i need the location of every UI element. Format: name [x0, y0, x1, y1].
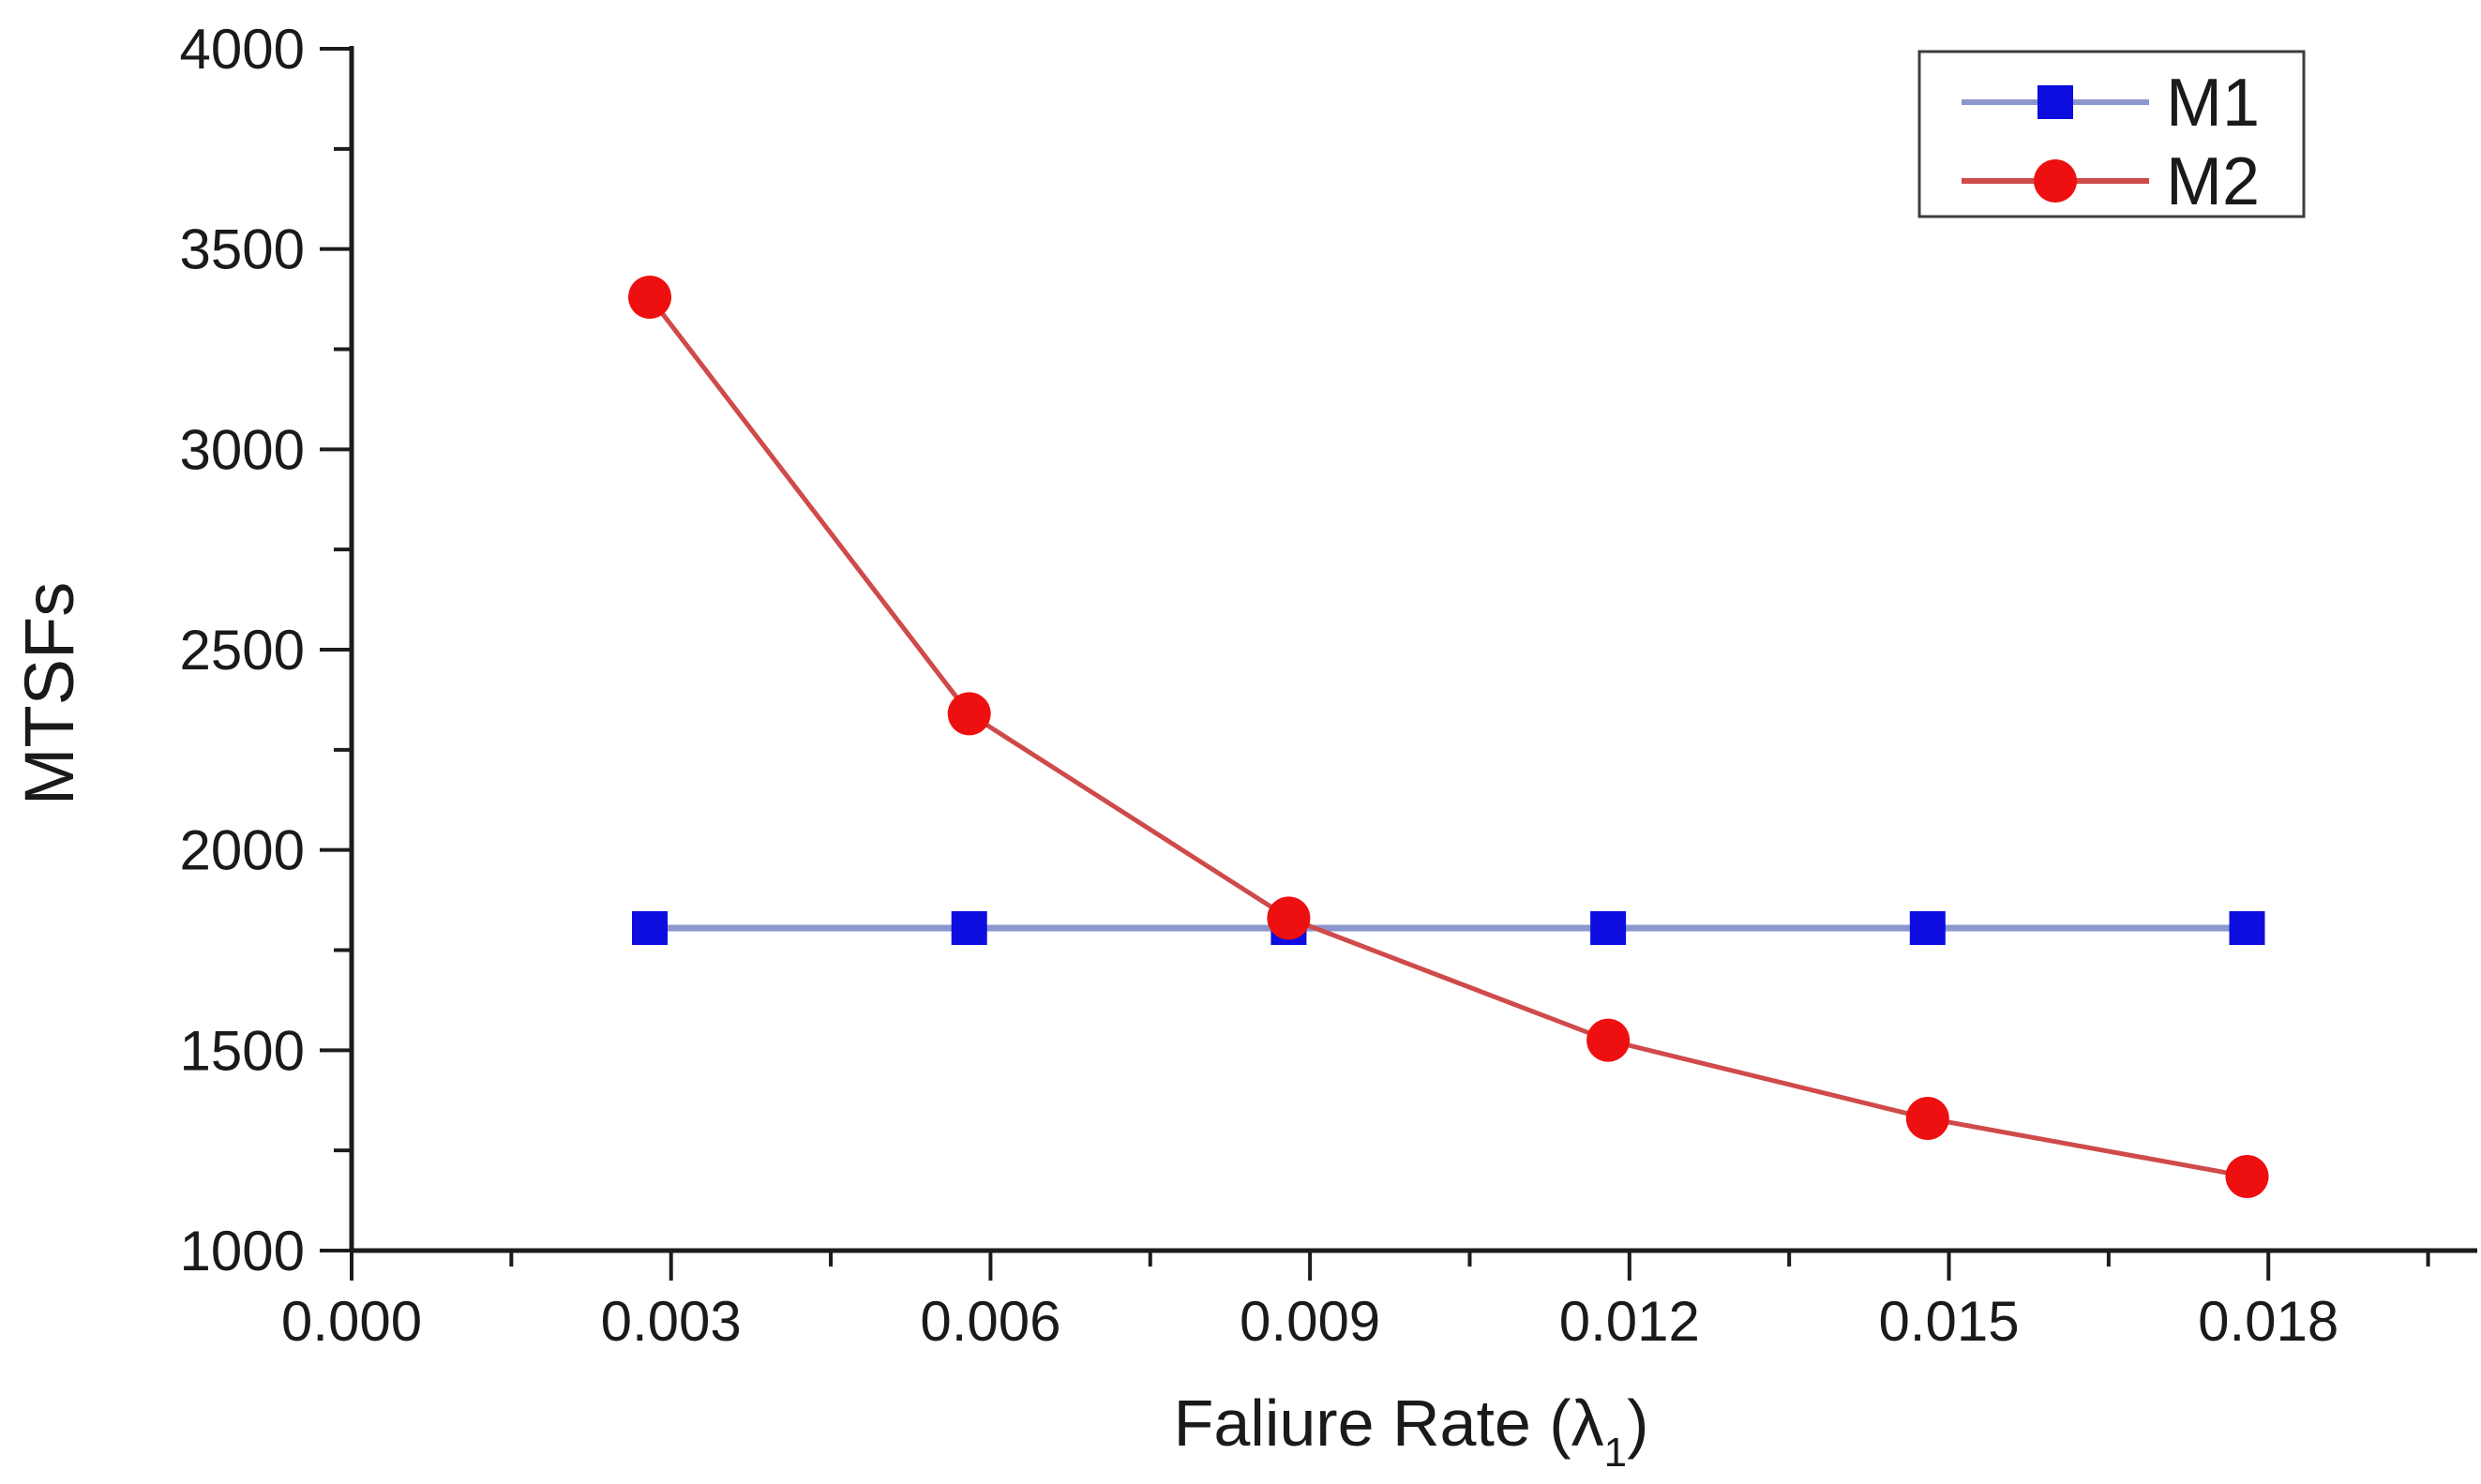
- legend-marker-circle: [2034, 159, 2077, 202]
- legend-border: [1917, 50, 2306, 218]
- data-series: [627, 275, 2269, 1198]
- series-line-m2: [648, 295, 2248, 1179]
- y-tick-label: 3000: [180, 418, 305, 481]
- marker-circle-m2: [1905, 1096, 1949, 1140]
- marker-circle-m2: [947, 692, 991, 736]
- marker-square-m1: [2229, 910, 2265, 945]
- y-tick-label: 1500: [180, 1019, 305, 1082]
- x-tick-label: 0.012: [1559, 1290, 1700, 1353]
- x-tick-label: 0.009: [1240, 1290, 1380, 1353]
- y-tick-label: 4000: [180, 18, 305, 81]
- axes: 0.000 0.003 0.006 0.009 0.012 0.015 0.018 1000 1…: [180, 18, 2477, 1353]
- legend-label: M1: [2166, 66, 2260, 141]
- marker-circle-m2: [627, 275, 671, 319]
- marker-square-m1: [951, 910, 987, 945]
- marker-circle-m2: [1267, 896, 1311, 940]
- x-tick-label: 0.018: [2198, 1290, 2338, 1353]
- y-tick-label: 3500: [180, 218, 305, 281]
- marker-square-m1: [1590, 910, 1627, 945]
- marker-circle-m2: [2225, 1154, 2269, 1198]
- legend-marker-square: [2037, 85, 2073, 119]
- marker-square-m1: [631, 910, 668, 945]
- y-tick-label: 2000: [180, 819, 305, 882]
- y-tick-label: 2500: [180, 619, 305, 682]
- x-tick-label: 0.015: [1878, 1290, 2019, 1353]
- x-tick-label: 0.003: [601, 1290, 742, 1353]
- marker-circle-m2: [1586, 1018, 1631, 1062]
- y-axis-title: MTSFs: [10, 582, 88, 805]
- x-axis-title: Faliure Rate (λ1): [1174, 1387, 1649, 1476]
- x-tick-label: 0.006: [920, 1290, 1060, 1353]
- marker-square-m1: [1909, 910, 1946, 945]
- legend-label: M2: [2166, 144, 2260, 219]
- x-tick-label: 0.000: [281, 1290, 422, 1353]
- y-tick-label: 1000: [180, 1220, 305, 1282]
